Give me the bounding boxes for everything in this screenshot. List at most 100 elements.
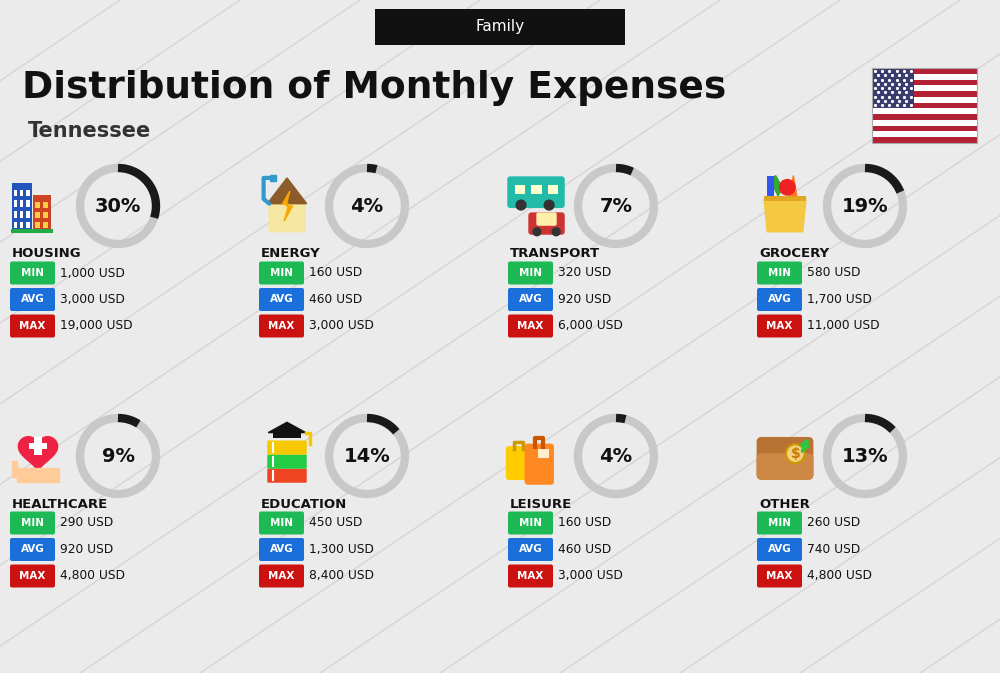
Text: 290 USD: 290 USD	[60, 516, 113, 530]
Text: 4%: 4%	[599, 446, 633, 466]
Bar	[872, 126, 977, 131]
Bar	[35, 202, 40, 208]
Circle shape	[786, 444, 805, 463]
Text: MAX: MAX	[517, 571, 544, 581]
Text: OTHER: OTHER	[759, 497, 810, 511]
Polygon shape	[267, 178, 307, 204]
Bar	[43, 222, 48, 228]
FancyBboxPatch shape	[536, 213, 557, 225]
Bar	[20, 211, 23, 217]
Bar	[872, 68, 914, 108]
FancyBboxPatch shape	[259, 262, 304, 285]
FancyBboxPatch shape	[757, 511, 802, 534]
Text: MIN: MIN	[768, 268, 791, 278]
Text: GROCERY: GROCERY	[759, 248, 829, 260]
Bar	[29, 443, 47, 450]
Circle shape	[779, 179, 796, 196]
Bar	[20, 201, 23, 207]
Text: 160 USD: 160 USD	[309, 267, 362, 279]
Text: AVG: AVG	[270, 295, 293, 304]
FancyBboxPatch shape	[375, 9, 625, 45]
Text: 4,800 USD: 4,800 USD	[807, 569, 872, 583]
Text: LEISURE: LEISURE	[510, 497, 572, 511]
Text: HOUSING: HOUSING	[12, 248, 82, 260]
Bar	[33, 195, 51, 232]
Bar	[14, 211, 17, 217]
Bar	[872, 108, 977, 114]
Text: 4%: 4%	[350, 197, 384, 215]
Circle shape	[543, 199, 555, 211]
Text: AVG: AVG	[519, 544, 542, 555]
Text: MAX: MAX	[517, 321, 544, 331]
FancyBboxPatch shape	[508, 288, 553, 311]
Text: 920 USD: 920 USD	[558, 293, 611, 306]
Bar	[872, 74, 977, 79]
Bar	[43, 212, 48, 218]
FancyBboxPatch shape	[10, 565, 55, 588]
Text: 1,000 USD: 1,000 USD	[60, 267, 125, 279]
Text: 19,000 USD: 19,000 USD	[60, 320, 133, 332]
FancyBboxPatch shape	[757, 454, 813, 480]
Text: 160 USD: 160 USD	[558, 516, 611, 530]
Text: MIN: MIN	[519, 268, 542, 278]
Text: 4,800 USD: 4,800 USD	[60, 569, 125, 583]
FancyBboxPatch shape	[757, 437, 813, 480]
Text: MIN: MIN	[21, 518, 44, 528]
Text: 3,000 USD: 3,000 USD	[309, 320, 374, 332]
FancyBboxPatch shape	[757, 538, 802, 561]
Bar	[35, 222, 40, 228]
Text: 460 USD: 460 USD	[558, 543, 611, 556]
Bar	[26, 201, 30, 207]
Text: AVG: AVG	[768, 544, 791, 555]
FancyBboxPatch shape	[508, 314, 553, 337]
Text: AVG: AVG	[768, 295, 791, 304]
Text: 920 USD: 920 USD	[60, 543, 113, 556]
Bar	[26, 222, 30, 228]
Text: 580 USD: 580 USD	[807, 267, 860, 279]
Text: HEALTHCARE: HEALTHCARE	[12, 497, 108, 511]
Bar	[872, 120, 977, 126]
Polygon shape	[18, 437, 58, 472]
Text: MAX: MAX	[19, 321, 46, 331]
Text: 9%: 9%	[102, 446, 134, 466]
Text: 320 USD: 320 USD	[558, 267, 611, 279]
Bar	[20, 222, 23, 228]
Polygon shape	[17, 468, 59, 482]
Text: 6,000 USD: 6,000 USD	[558, 320, 623, 332]
FancyBboxPatch shape	[267, 441, 307, 455]
Text: 8,400 USD: 8,400 USD	[309, 569, 374, 583]
Bar	[273, 433, 301, 438]
Text: MAX: MAX	[766, 571, 793, 581]
Bar	[11, 229, 53, 233]
Text: 3,000 USD: 3,000 USD	[558, 569, 623, 583]
Text: Distribution of Monthly Expenses: Distribution of Monthly Expenses	[22, 70, 726, 106]
Polygon shape	[12, 461, 17, 477]
Bar	[872, 79, 977, 85]
Bar	[531, 185, 542, 194]
Text: TRANSPORT: TRANSPORT	[510, 248, 600, 260]
Bar	[14, 201, 17, 207]
FancyBboxPatch shape	[267, 468, 307, 483]
Text: ENERGY: ENERGY	[261, 248, 321, 260]
Bar	[35, 212, 40, 218]
Text: $: $	[790, 447, 800, 460]
Text: MIN: MIN	[270, 268, 293, 278]
FancyBboxPatch shape	[508, 511, 553, 534]
FancyBboxPatch shape	[259, 511, 304, 534]
Text: 260 USD: 260 USD	[807, 516, 860, 530]
Bar	[515, 185, 525, 194]
Bar	[872, 91, 977, 97]
FancyBboxPatch shape	[508, 262, 553, 285]
FancyBboxPatch shape	[10, 511, 55, 534]
Text: 14%: 14%	[344, 446, 390, 466]
Polygon shape	[790, 176, 797, 196]
Polygon shape	[269, 180, 305, 232]
Circle shape	[551, 227, 561, 236]
Text: 19%: 19%	[842, 197, 888, 215]
FancyBboxPatch shape	[507, 176, 565, 208]
Bar	[872, 85, 977, 91]
FancyBboxPatch shape	[10, 288, 55, 311]
Bar	[14, 222, 17, 228]
Bar	[26, 190, 30, 196]
Text: 30%: 30%	[95, 197, 141, 215]
